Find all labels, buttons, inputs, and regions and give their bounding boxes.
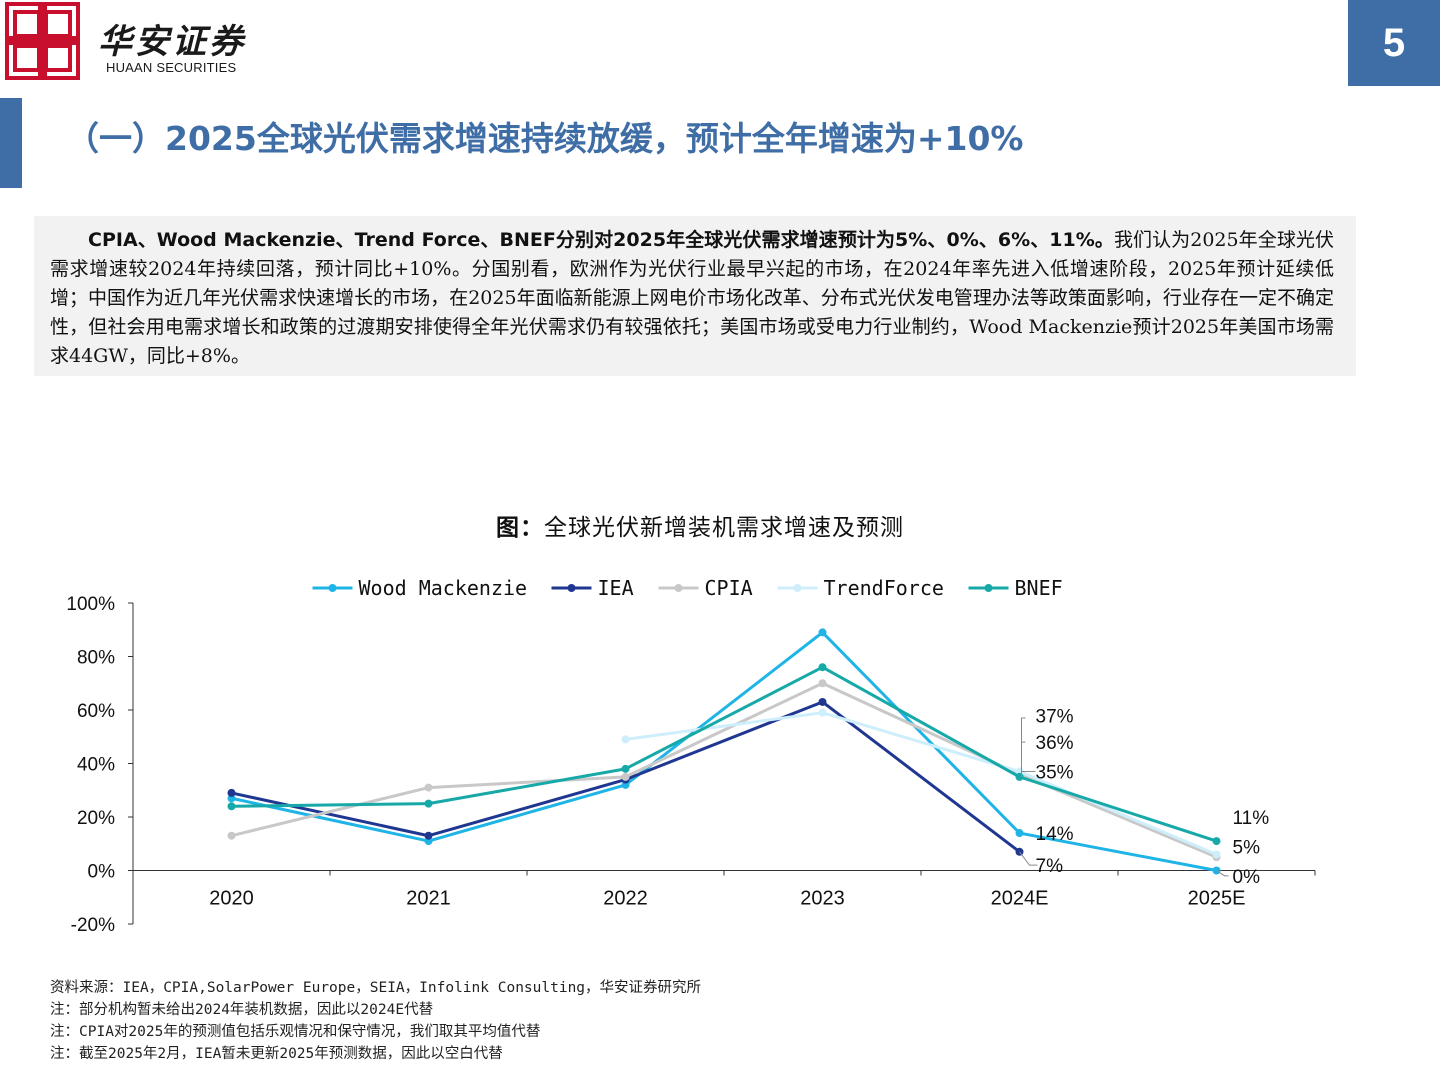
legend-label: TrendForce bbox=[824, 576, 944, 600]
data-point bbox=[227, 802, 236, 811]
annotation-leader bbox=[1021, 717, 1026, 777]
data-point bbox=[1212, 837, 1221, 846]
data-point bbox=[818, 697, 827, 706]
x-tick-label: 2024E bbox=[991, 888, 1049, 910]
page-title: （一）2025全球光伏需求增速持续放缓，预计全年增速为+10% bbox=[66, 119, 1024, 158]
note-line: 资料来源：IEA，CPIA,SolarPower Europe，SEIA，Inf… bbox=[50, 980, 702, 996]
legend-marker bbox=[793, 584, 802, 592]
legend-label: CPIA bbox=[705, 576, 753, 600]
legend-marker bbox=[567, 584, 576, 592]
x-tick-label: 2021 bbox=[406, 888, 451, 910]
annotation-leader bbox=[1216, 870, 1229, 877]
series-line bbox=[625, 711, 1218, 856]
y-tick-label: 0% bbox=[88, 862, 116, 883]
y-tick-label: 100% bbox=[66, 594, 115, 615]
data-label: 5% bbox=[1233, 837, 1261, 858]
note-line: 注：截至2025年2月，IEA暂未更新2025年预测数据，因此以空白代替 bbox=[50, 1046, 503, 1062]
source-notes: 资料来源：IEA，CPIA,SolarPower Europe，SEIA，Inf… bbox=[50, 977, 701, 1065]
summary-box: CPIA、Wood Mackenzie、Trend Force、BNEF分别对2… bbox=[34, 216, 1356, 376]
data-point bbox=[818, 679, 827, 688]
y-tick-label: 20% bbox=[77, 808, 115, 829]
legend-label: BNEF bbox=[1015, 576, 1063, 600]
y-tick-label: 40% bbox=[77, 755, 115, 776]
x-tick-label: 2025E bbox=[1188, 888, 1246, 910]
data-point bbox=[1015, 829, 1024, 838]
note-line: 注：部分机构暂未给出2024年装机数据，因此以2024E代替 bbox=[50, 1002, 434, 1018]
data-label: 11% bbox=[1233, 808, 1270, 829]
data-label: 7% bbox=[1036, 856, 1064, 877]
logo-chinese-name: 华安证券 bbox=[98, 22, 246, 62]
data-label: 35% bbox=[1036, 763, 1074, 784]
chart-title-prefix: 图： bbox=[496, 514, 544, 541]
chart-title: 图：全球光伏新增装机需求增速及预测 bbox=[0, 508, 1400, 542]
data-point bbox=[424, 783, 433, 792]
legend-marker bbox=[328, 584, 337, 592]
series-line bbox=[231, 630, 1217, 872]
data-point bbox=[621, 764, 630, 773]
data-label: 14% bbox=[1036, 824, 1074, 845]
data-label: 36% bbox=[1036, 733, 1074, 754]
summary-bold-text: CPIA、Wood Mackenzie、Trend Force、BNEF分别对2… bbox=[88, 229, 1114, 251]
logo-english-name: HUAAN SECURITIES bbox=[106, 60, 237, 75]
y-tick-label: 80% bbox=[77, 648, 115, 669]
data-label: 0% bbox=[1233, 867, 1261, 888]
data-point bbox=[1015, 772, 1024, 781]
page-number: 5 bbox=[1348, 0, 1440, 86]
chart-title-text: 全球光伏新增装机需求增速及预测 bbox=[544, 515, 904, 541]
data-point bbox=[621, 772, 630, 781]
data-point bbox=[818, 628, 827, 637]
line-chart: -20% 0% 20% 40% 60% 80% 100% 2020 2021 2022 2023 20… bbox=[66, 576, 1316, 936]
data-point bbox=[1212, 850, 1221, 859]
data-point bbox=[424, 831, 433, 840]
data-point bbox=[818, 663, 827, 672]
x-tick-label: 2023 bbox=[800, 888, 845, 910]
data-point bbox=[818, 708, 827, 717]
data-point bbox=[424, 799, 433, 808]
data-point bbox=[621, 735, 630, 744]
series-line bbox=[231, 665, 1217, 843]
y-tick-label: -20% bbox=[71, 915, 115, 936]
x-tick-label: 2022 bbox=[603, 888, 648, 910]
data-point bbox=[227, 788, 236, 797]
legend-marker bbox=[674, 584, 683, 592]
legend-label: IEA bbox=[598, 576, 634, 600]
title-accent-bar bbox=[0, 98, 22, 188]
huaan-logo-icon bbox=[5, 2, 80, 80]
data-point bbox=[227, 831, 236, 840]
y-tick-label: 60% bbox=[77, 701, 115, 722]
annotation-leader bbox=[1019, 851, 1038, 866]
x-tick-label: 2020 bbox=[209, 888, 254, 910]
note-line: 注：CPIA对2025年的预测值包括乐观情况和保守情况，我们取其平均值代替 bbox=[50, 1024, 541, 1040]
legend-marker bbox=[984, 584, 993, 592]
data-label: 37% bbox=[1036, 706, 1074, 727]
summary-text: 我们认为2025年全球光伏需求增速较2024年持续回落，预计同比+10%。分国别… bbox=[50, 229, 1334, 367]
legend-label: Wood Mackenzie bbox=[359, 576, 528, 600]
